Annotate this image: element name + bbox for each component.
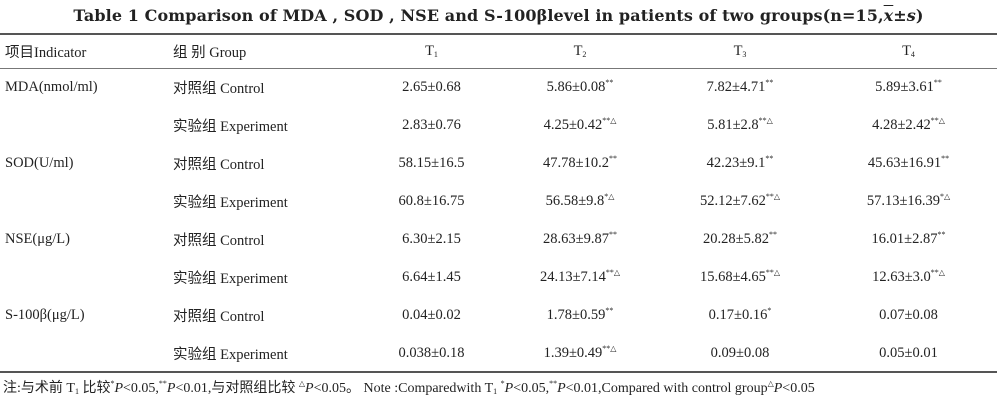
header-t3: T3 [733, 43, 747, 59]
row-indicator: MDA(nmol/ml) [5, 78, 98, 95]
cell-t2: 1.39±0.49**△ [543, 344, 617, 361]
cell-t1: 0.038±0.18 [398, 345, 465, 361]
cell-t1: 6.64±1.45 [402, 269, 461, 285]
mean-symbol: x [883, 6, 894, 25]
comparison-table: 项目Indicator 组 别 Group T1 T2 T3 T4 MDA(nm… [0, 35, 997, 372]
row-indicator: SOD(U/ml) [5, 154, 74, 171]
bottom-rule [0, 371, 997, 373]
cell-t4: 45.63±16.91** [867, 154, 950, 171]
cell-t2: 28.63±9.87** [543, 230, 617, 247]
header-indicator: 项目Indicator [5, 45, 87, 61]
cell-t1: 0.04±0.02 [402, 307, 461, 323]
row-indicator [0, 258, 173, 296]
header-t1: T1 [425, 43, 438, 59]
cell-t1: 2.83±0.76 [402, 117, 461, 133]
cell-t3: 15.68±4.65**△ [699, 268, 781, 285]
table-row: MDA(nmol/ml) 对照组 Control 2.65±0.68 5.86±… [0, 68, 997, 106]
cell-t4: 57.13±16.39*△ [866, 192, 951, 209]
cell-t4: 16.01±2.87** [871, 230, 946, 247]
cell-t3: 0.09±0.08 [710, 345, 770, 361]
cell-t3: 42.23±9.1** [706, 154, 774, 171]
row-group: 实验组 Experiment [173, 270, 288, 287]
table-row: S-100β(μg/L) 对照组 Control 0.04±0.02 1.78±… [0, 296, 997, 334]
table-footnote: 注:与术前 T1 比较*P<0.05,**P<0.01,与对照组比较 △P<0.… [3, 379, 815, 396]
table-row: NSE(μg/L) 对照组 Control 6.30±2.15 28.63±9.… [0, 220, 997, 258]
row-group: 实验组 Experiment [173, 194, 288, 211]
header-t4: T4 [902, 43, 915, 59]
row-indicator [0, 106, 173, 144]
cell-t2: 1.78±0.59** [546, 306, 614, 323]
row-group: 对照组 Control [173, 308, 265, 325]
table-row: 实验组 Experiment 6.64±1.45 24.13±7.14**△ 1… [0, 258, 997, 296]
cell-t4: 5.89±3.61** [875, 78, 942, 95]
row-group: 对照组 Control [173, 156, 265, 173]
cell-t1: 60.8±16.75 [398, 193, 465, 209]
cell-t2: 5.86±0.08** [546, 78, 614, 95]
row-group: 对照组 Control [173, 232, 265, 249]
row-indicator [0, 334, 173, 372]
cell-t2: 4.25±0.42**△ [543, 116, 617, 133]
top-rule [0, 33, 997, 35]
cell-t1: 58.15±16.5 [398, 155, 465, 171]
cell-t4: 0.07±0.08 [879, 307, 938, 323]
table-row: SOD(U/ml) 对照组 Control 58.15±16.5 47.78±1… [0, 144, 997, 182]
row-group: 对照组 Control [173, 80, 265, 97]
row-indicator [0, 182, 173, 220]
table-row: 实验组 Experiment 60.8±16.75 56.58±9.8*△ 52… [0, 182, 997, 220]
row-group: 实验组 Experiment [173, 118, 288, 135]
row-indicator: NSE(μg/L) [5, 230, 70, 247]
cell-t3: 7.82±4.71** [706, 78, 774, 95]
row-indicator: S-100β(μg/L) [5, 306, 85, 323]
row-group: 实验组 Experiment [173, 346, 288, 363]
header-rule [0, 68, 997, 69]
header-group: 组 别 Group [173, 45, 247, 61]
cell-t4: 0.05±0.01 [879, 345, 938, 361]
header-t2: T2 [573, 43, 587, 59]
cell-t4: 12.63±3.0**△ [872, 268, 945, 285]
header-row: 项目Indicator 组 别 Group T1 T2 T3 T4 [0, 35, 997, 68]
cell-t3: 0.17±0.16* [708, 306, 772, 323]
cell-t1: 2.65±0.68 [402, 79, 461, 95]
cell-t4: 4.28±2.42**△ [872, 116, 945, 133]
cell-t2: 56.58±9.8*△ [545, 192, 615, 209]
cell-t3: 52.12±7.62**△ [699, 192, 781, 209]
table-title: Table 1 Comparison of MDA , SOD , NSE an… [73, 6, 924, 25]
table-row: 实验组 Experiment 2.83±0.76 4.25±0.42**△ 5.… [0, 106, 997, 144]
cell-t3: 5.81±2.8**△ [707, 116, 773, 133]
table-row: 实验组 Experiment 0.038±0.18 1.39±0.49**△ 0… [0, 334, 997, 372]
cell-t2: 47.78±10.2** [543, 154, 617, 171]
cell-t3: 20.28±5.82** [703, 230, 777, 247]
sd-symbol: s [906, 6, 916, 25]
cell-t1: 6.30±2.15 [402, 231, 461, 247]
cell-t2: 24.13±7.14**△ [539, 268, 621, 285]
